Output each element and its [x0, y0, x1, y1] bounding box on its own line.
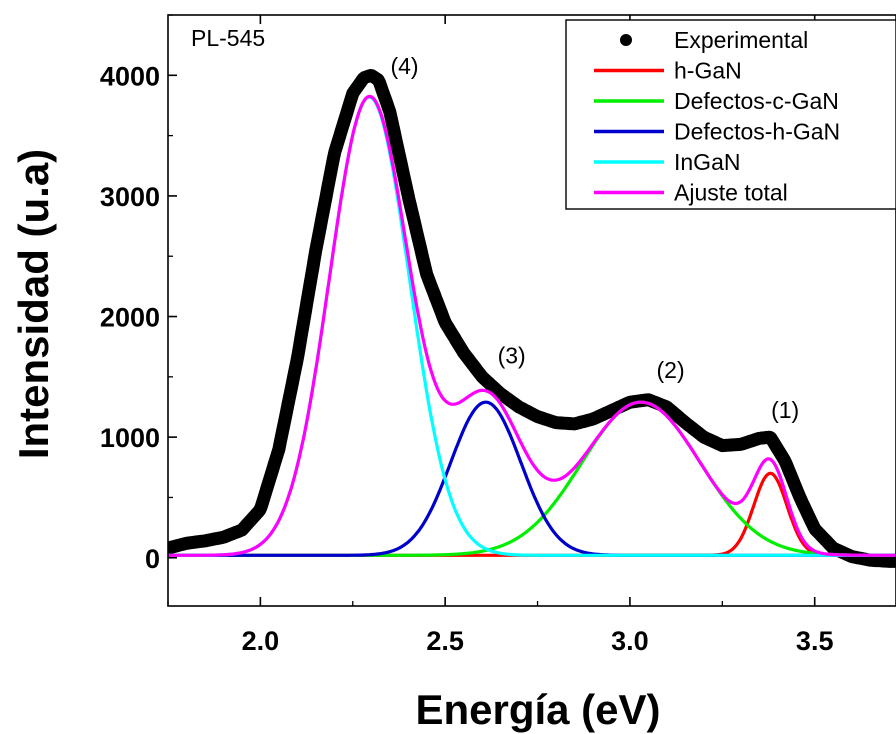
legend: Experimental h-GaN Defectos-c-GaN Defectos-…	[565, 19, 896, 210]
y-tick-label: 3000	[100, 182, 160, 212]
x-tick-label: 3.5	[796, 626, 834, 656]
experimental-point	[808, 522, 821, 535]
experimental-point	[890, 555, 896, 568]
experimental-point	[235, 524, 248, 537]
experimental-point	[697, 431, 710, 444]
experimental-point	[568, 417, 581, 430]
legend-label: Defectos-h-GaN	[674, 119, 840, 145]
x-tick-label: 2.0	[242, 626, 280, 656]
experimental-point	[254, 503, 267, 516]
y-axis-title: Intensidad (u.a)	[10, 149, 57, 459]
experimental-point	[827, 542, 840, 555]
experimental-point	[272, 443, 285, 456]
experimental-point	[494, 387, 507, 400]
experimental-point	[457, 346, 470, 359]
series-ajuste-total	[168, 94, 896, 557]
legend-label: h-GaN	[674, 58, 742, 84]
plot-area	[168, 69, 896, 568]
y-tick-label: 2000	[100, 303, 160, 333]
peak-annotation: (2)	[657, 357, 685, 383]
experimental-point	[198, 534, 211, 547]
legend-box	[565, 19, 896, 210]
experimental-point	[168, 542, 174, 555]
sample-label: PL-545	[191, 25, 265, 51]
series-h-gan	[168, 471, 896, 557]
experimental-point	[180, 537, 193, 550]
experimental-point	[764, 431, 777, 444]
experimental-point	[660, 400, 673, 413]
peak-annotation: (3)	[498, 343, 526, 369]
experimental-point	[793, 491, 806, 504]
experimental-point	[550, 416, 563, 429]
series-experimental	[168, 69, 896, 568]
x-tick-label: 3.0	[611, 626, 649, 656]
experimental-point	[679, 416, 692, 429]
experimental-point	[753, 432, 766, 445]
experimental-point	[383, 105, 396, 118]
y-tick-label: 1000	[100, 423, 160, 453]
peak-annotation: (4)	[390, 53, 418, 79]
legend-marker	[620, 34, 632, 46]
experimental-point	[420, 268, 433, 281]
experimental-point	[346, 87, 359, 100]
experimental-point	[402, 189, 415, 202]
experimental-point	[586, 413, 599, 426]
experimental-point	[217, 531, 230, 544]
experimental-point	[439, 316, 452, 329]
experimental-point	[605, 404, 618, 417]
annotations: (4) (3) (2) (1)	[390, 53, 799, 423]
legend-label: Experimental	[674, 27, 808, 53]
y-tick-label: 0	[145, 544, 160, 574]
experimental-point	[328, 147, 341, 160]
axes: 2.0 2.5 3.0 3.5 0 1000 2000 3000 4000	[100, 14, 896, 656]
experimental-point	[716, 439, 729, 452]
y-tick-label: 4000	[100, 61, 160, 91]
experimental-point	[291, 352, 304, 365]
experimental-point	[372, 74, 385, 87]
experimental-point	[476, 370, 489, 383]
legend-label: Defectos-c-GaN	[674, 88, 839, 114]
x-tick-label: 2.5	[426, 626, 464, 656]
legend-label: InGaN	[674, 149, 740, 175]
experimental-point	[531, 410, 544, 423]
x-axis-title: Energía (eV)	[415, 686, 660, 733]
legend-label: Ajuste total	[674, 180, 788, 206]
experimental-point	[734, 438, 747, 451]
plot-frame	[167, 14, 896, 607]
experimental-point	[513, 400, 526, 413]
peak-annotation: (1)	[771, 397, 799, 423]
experimental-point	[309, 244, 322, 257]
experimental-point	[779, 455, 792, 468]
experimental-point	[864, 554, 877, 567]
